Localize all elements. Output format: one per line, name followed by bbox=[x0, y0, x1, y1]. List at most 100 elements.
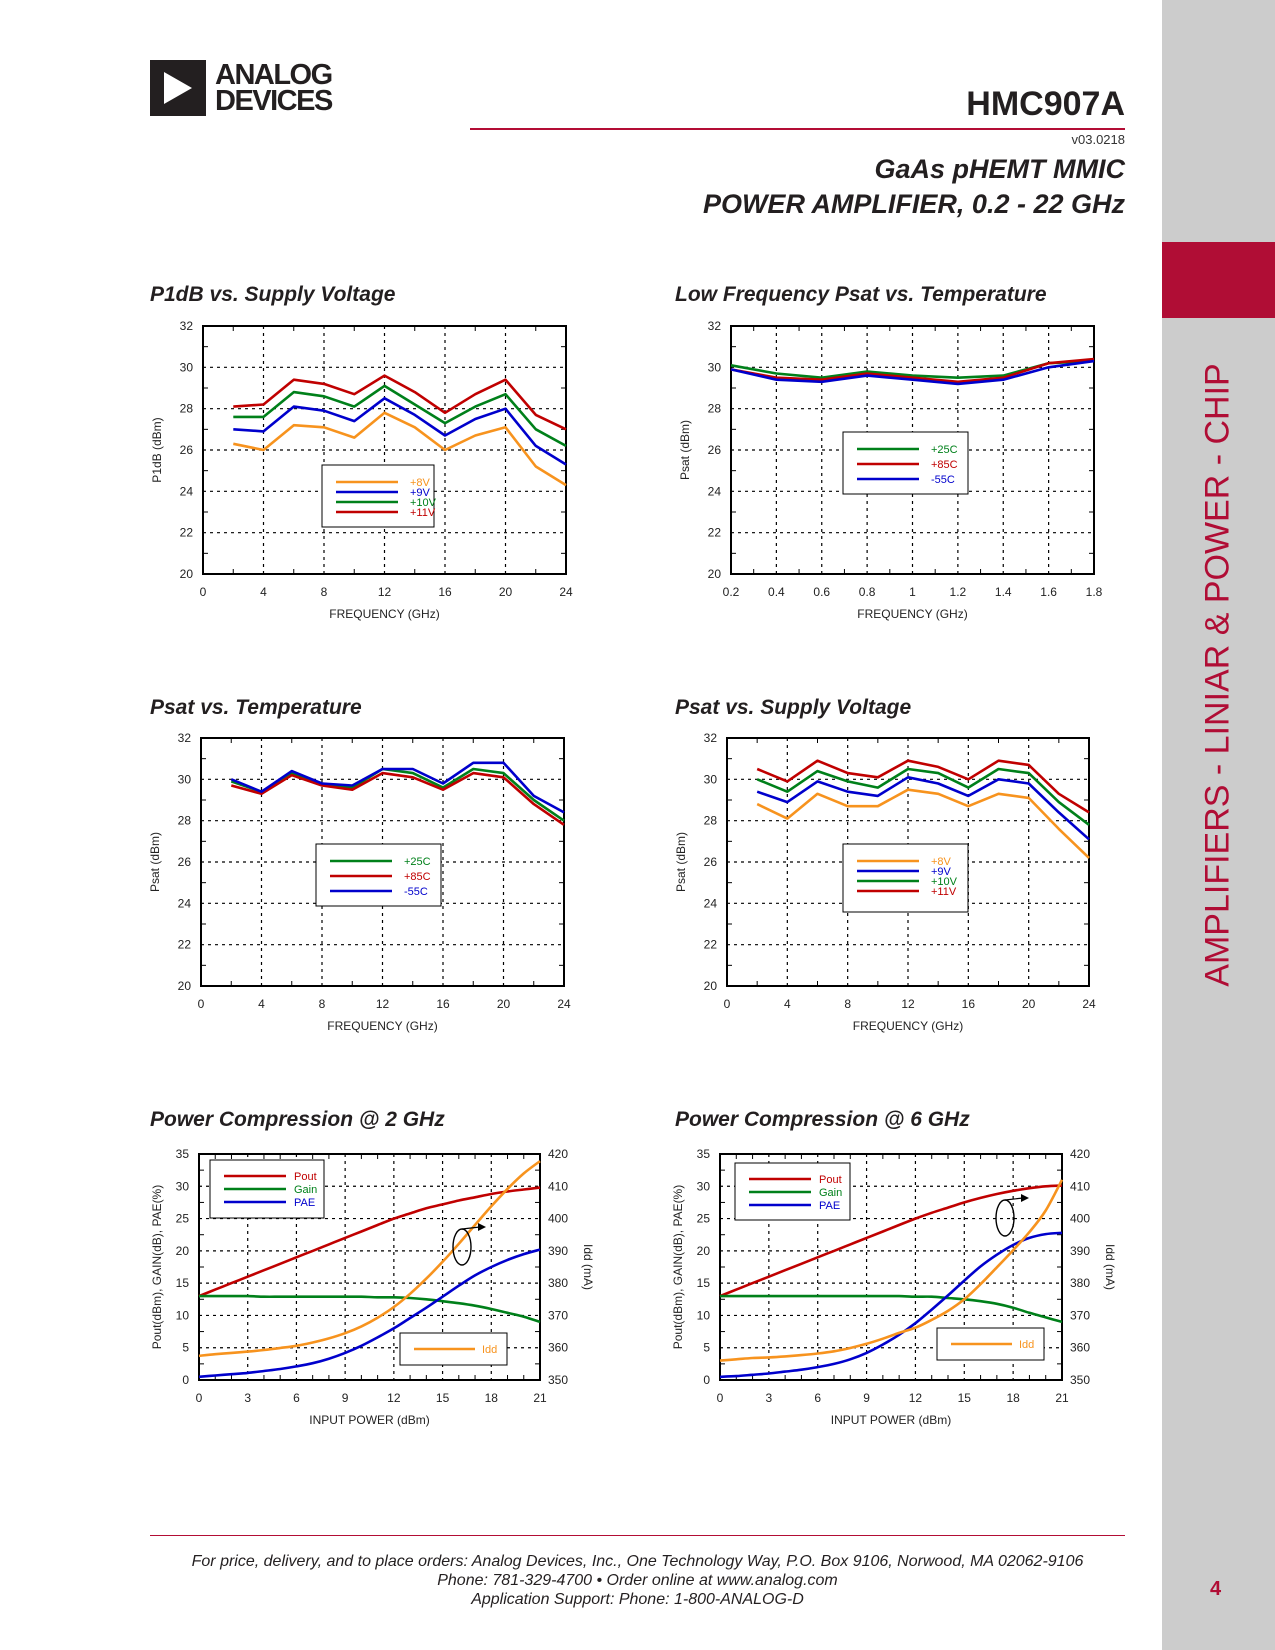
y-tick-label: 5 bbox=[703, 1341, 710, 1355]
x-tick-label: 24 bbox=[559, 585, 573, 599]
y-tick-label: 32 bbox=[178, 731, 192, 745]
series-line-Gain bbox=[199, 1294, 541, 1324]
y-tick-label: 24 bbox=[180, 484, 194, 498]
y-tick-label: 22 bbox=[178, 938, 192, 952]
x-tick-label: 0.8 bbox=[859, 585, 876, 599]
x-tick-label: 6 bbox=[814, 1391, 821, 1405]
y2-tick-label: 370 bbox=[548, 1308, 568, 1322]
y-tick-label: 20 bbox=[697, 1244, 711, 1258]
chart-psat-supply: 0 4 8 12 16 20 24 20 22 24 26 28 30 32 FREQUENCY (GHz)… bbox=[674, 731, 1096, 1033]
y-axis-label: Psat (dBm) bbox=[148, 832, 162, 892]
x-axis-label: FREQUENCY (GHz) bbox=[329, 607, 439, 621]
series-line-+10V bbox=[756, 767, 1090, 826]
x-tick-label: 12 bbox=[909, 1391, 923, 1405]
chart-title-psat-supply: Psat vs. Supply Voltage bbox=[675, 696, 912, 719]
x-tick-label: 0 bbox=[724, 997, 731, 1011]
sidebar-accent-block bbox=[1162, 242, 1275, 318]
y2-axis-label: Idd (mA) bbox=[581, 1244, 595, 1290]
y2-tick-label: 410 bbox=[548, 1179, 568, 1193]
y-tick-label: 10 bbox=[697, 1308, 711, 1322]
x-tick-label: 0.2 bbox=[723, 585, 740, 599]
legend-label: -55C bbox=[404, 886, 428, 898]
x-tick-label: 4 bbox=[260, 585, 267, 599]
logo-triangle-icon bbox=[150, 60, 206, 116]
series-group bbox=[719, 1179, 1064, 1379]
y-tick-label: 10 bbox=[176, 1308, 190, 1322]
plot-frame bbox=[726, 737, 1090, 987]
x-tick-label: 18 bbox=[1006, 1391, 1020, 1405]
legend-label: PAE bbox=[819, 1200, 840, 1212]
y2-tick-label: 400 bbox=[548, 1212, 568, 1226]
y2-tick-label: 420 bbox=[548, 1147, 568, 1161]
x-tick-label: 0.4 bbox=[768, 585, 785, 599]
y-tick-label: 28 bbox=[178, 814, 192, 828]
legend-label: Idd bbox=[482, 1344, 497, 1356]
legend-label: +11V bbox=[410, 507, 436, 519]
x-tick-label: 15 bbox=[958, 1391, 972, 1405]
y-tick-label: 20 bbox=[708, 567, 722, 581]
x-tick-label: 21 bbox=[533, 1391, 547, 1405]
y2-tick-label: 350 bbox=[548, 1373, 568, 1387]
x-tick-label: 8 bbox=[319, 997, 326, 1011]
x-tick-label: 12 bbox=[387, 1391, 401, 1405]
chart-psat-temp: 0 4 8 12 16 20 24 20 22 24 26 28 30 32 FREQUENCY (GHz)… bbox=[148, 731, 571, 1033]
y-tick-label: 20 bbox=[180, 567, 194, 581]
legend-label: +85C bbox=[404, 871, 431, 883]
logo-line2: DEVICES bbox=[215, 85, 333, 117]
plot-frame bbox=[719, 1153, 1063, 1381]
chart-title-compression-6ghz: Power Compression @ 6 GHz bbox=[675, 1108, 970, 1131]
y-tick-label: 24 bbox=[178, 896, 192, 910]
y-tick-label: 30 bbox=[176, 1179, 190, 1193]
x-tick-label: 16 bbox=[962, 997, 976, 1011]
y-tick-label: 30 bbox=[697, 1179, 711, 1193]
y2-tick-label: 390 bbox=[548, 1244, 568, 1258]
series-line-+11V bbox=[756, 759, 1090, 814]
x-tick-label: 9 bbox=[863, 1391, 870, 1405]
version: v03.0218 bbox=[1071, 132, 1126, 147]
series-group bbox=[730, 357, 1095, 386]
y-tick-label: 25 bbox=[697, 1212, 711, 1226]
y-axis-label: P1dB (dBm) bbox=[150, 417, 164, 482]
y-tick-label: 35 bbox=[697, 1147, 711, 1161]
y-tick-label: 28 bbox=[180, 402, 194, 416]
x-tick-label: 0.6 bbox=[813, 585, 830, 599]
header-divider bbox=[470, 128, 1125, 130]
x-tick-label: 1.4 bbox=[995, 585, 1012, 599]
logo-wordmark: ANALOG DEVICES bbox=[215, 59, 333, 117]
chart-title-compression-2ghz: Power Compression @ 2 GHz bbox=[150, 1108, 445, 1131]
arrowhead-icon bbox=[478, 1223, 486, 1231]
legend-label: +25C bbox=[404, 856, 431, 868]
x-tick-label: 1.2 bbox=[950, 585, 967, 599]
x-tick-label: 24 bbox=[557, 997, 571, 1011]
x-tick-label: 24 bbox=[1082, 997, 1096, 1011]
legend-label: +10V bbox=[931, 876, 958, 888]
legend-label: PAE bbox=[294, 1197, 315, 1209]
legend-label: +85C bbox=[931, 459, 958, 471]
y-tick-label: 15 bbox=[697, 1276, 711, 1290]
x-tick-label: 0 bbox=[200, 585, 207, 599]
y2-tick-label: 360 bbox=[548, 1341, 568, 1355]
y2-axis-label: Idd (mA) bbox=[1103, 1244, 1117, 1290]
y-tick-label: 22 bbox=[708, 526, 722, 540]
document-subtitle: GaAs pHEMT MMIC POWER AMPLIFIER, 0.2 - 2… bbox=[703, 152, 1125, 222]
logo-line1: ANALOG bbox=[215, 59, 333, 91]
series-line-Pout bbox=[719, 1184, 1063, 1298]
series-line-Gain bbox=[720, 1294, 1063, 1324]
y-tick-label: 30 bbox=[704, 772, 718, 786]
y-tick-label: 28 bbox=[704, 814, 718, 828]
y-tick-label: 25 bbox=[176, 1212, 190, 1226]
legend: +25C +85C -55C bbox=[842, 431, 969, 495]
legend-label: +9V bbox=[931, 866, 952, 878]
plot-frame bbox=[200, 737, 565, 987]
y-tick-label: 26 bbox=[704, 855, 718, 869]
series-group bbox=[230, 761, 565, 826]
footer: For price, delivery, and to place orders… bbox=[150, 1552, 1125, 1609]
chart-title-psat-temp: Psat vs. Temperature bbox=[150, 696, 362, 719]
y2-tick-label: 390 bbox=[1070, 1244, 1090, 1258]
series-line-+9V bbox=[756, 776, 1090, 841]
series-line-PAE bbox=[198, 1248, 541, 1379]
series-line-+9V bbox=[233, 397, 567, 466]
series-line-Idd bbox=[198, 1160, 541, 1358]
legend-box bbox=[842, 843, 969, 913]
